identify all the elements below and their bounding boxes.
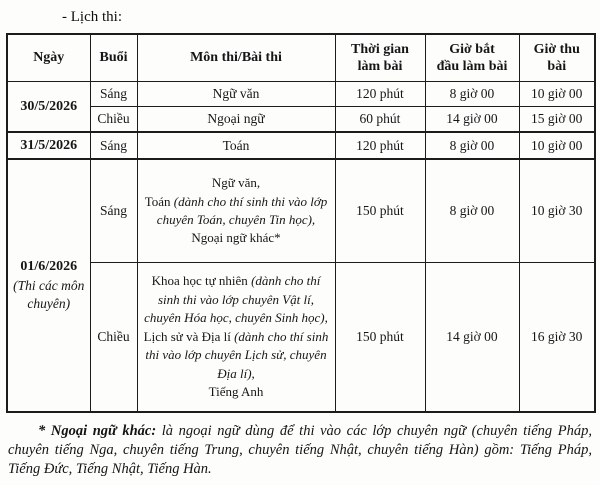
header-line: Buổi (99, 50, 128, 66)
header-line: Thời gian (351, 41, 409, 57)
collect-time-cell: 16 giờ 30 (518, 262, 596, 413)
section-title: - Lịch thi: (62, 9, 122, 25)
col-header-subject: Môn thi/Bài thi (136, 33, 336, 82)
header-row: Ngày Buổi Môn thi/Bài thi Thời gian làm … (6, 33, 596, 82)
date-cell: 01/6/2026 (Thi các môn chuyên) (6, 158, 91, 413)
col-header-session: Buổi (89, 33, 138, 82)
date-value: 01/6/2026 (20, 258, 78, 274)
duration-cell: 120 phút (334, 81, 426, 107)
subject-text: Lịch sử và Địa lí (143, 328, 235, 344)
footnote: * Ngoại ngữ khác: là ngoại ngữ dùng để t… (8, 422, 592, 479)
session-cell: Sáng (89, 81, 138, 107)
date-note: (Thi các môn chuyên) (13, 277, 85, 311)
subject-cell: Khoa học tự nhiên (dành cho thí sinh thi… (136, 262, 336, 413)
table-row: Chiều Ngoại ngữ 60 phút 14 giờ 00 15 giờ… (7, 106, 596, 133)
date-cell: 31/5/2026 (6, 131, 91, 160)
table-row: 31/5/2026 Sáng Toán 120 phút 8 giờ 00 10… (6, 131, 596, 160)
col-header-date: Ngày (6, 33, 91, 82)
subject-cell: Ngữ văn (136, 81, 336, 107)
exam-schedule-table: Ngày Buổi Môn thi/Bài thi Thời gian làm … (6, 33, 596, 413)
header-line: đầu làm bài (436, 59, 508, 74)
footnote-marker: * Ngoại ngữ khác: (38, 423, 157, 439)
start-time-cell: 14 giờ 00 (424, 262, 520, 413)
collect-time-cell: 10 giờ 00 (518, 81, 596, 107)
footnote-text: là ngoại ngữ dùng để thi vào các lớp chu… (8, 423, 592, 478)
header-line: Giờ thu (533, 41, 580, 57)
subject-line: Ngoại ngữ khác* (191, 230, 281, 246)
table-row: 01/6/2026 (Thi các môn chuyên) Sáng Ngữ … (6, 158, 596, 413)
col-header-duration: Thời gian làm bài (334, 33, 426, 82)
header-line: bài (547, 59, 567, 74)
session-cell: Sáng (89, 158, 138, 263)
start-time-cell: 8 giờ 00 (424, 158, 520, 263)
header-line: làm bài (357, 59, 403, 74)
subject-line: Tiếng Anh (208, 384, 264, 400)
col-header-start-time: Giờ bắt đầu làm bài (424, 33, 520, 82)
duration-cell: 120 phút (334, 131, 426, 160)
subject-text: Toán (144, 193, 174, 209)
date-cell: 30/5/2026 (6, 81, 91, 133)
subject-cell: Ngoại ngữ (136, 106, 336, 133)
collect-time-cell: 10 giờ 30 (518, 158, 596, 263)
col-header-collect-time: Giờ thu bài (518, 33, 596, 82)
subject-cell: Ngữ văn, Toán (dành cho thí sinh thi vào… (136, 158, 336, 263)
subject-line: Khoa học tự nhiên (dành cho thí sinh thi… (141, 272, 332, 327)
duration-cell: 150 phút (334, 158, 426, 263)
header-line: Ngày (33, 50, 65, 66)
subject-line: Ngữ văn, (211, 175, 261, 191)
session-cell: Sáng (89, 131, 138, 160)
start-time-cell: 8 giờ 00 (424, 131, 520, 160)
collect-time-cell: 10 giờ 00 (518, 131, 596, 160)
duration-cell: 150 phút (334, 262, 426, 413)
session-cell: Chiều (89, 106, 138, 133)
header-line: Môn thi/Bài thi (190, 50, 282, 66)
collect-time-cell: 15 giờ 00 (518, 106, 596, 133)
subject-note: (dành cho thí sinh thi vào lớp chuyên Vậ… (144, 273, 328, 326)
session-cell: Chiều (89, 262, 138, 413)
subject-note: (dành cho thí sinh thi vào lớp chuyên To… (156, 193, 328, 227)
subject-text: Khoa học tự nhiên (151, 273, 252, 289)
subject-line: Toán (dành cho thí sinh thi vào lớp chuy… (141, 193, 332, 230)
table-row: 30/5/2026 Sáng Ngữ văn 120 phút 8 giờ 00… (6, 81, 596, 133)
subject-note: (dành cho thí sinh thi vào lớp chuyên Lị… (145, 328, 329, 381)
table-row: Chiều Khoa học tự nhiên (dành cho thí si… (7, 262, 596, 413)
header-line: Giờ bắt (449, 41, 495, 57)
duration-cell: 60 phút (334, 106, 426, 133)
subject-cell: Toán (136, 131, 336, 160)
start-time-cell: 8 giờ 00 (424, 81, 520, 107)
subject-line: Lịch sử và Địa lí (dành cho thí sinh thi… (141, 328, 332, 383)
start-time-cell: 14 giờ 00 (424, 106, 520, 133)
